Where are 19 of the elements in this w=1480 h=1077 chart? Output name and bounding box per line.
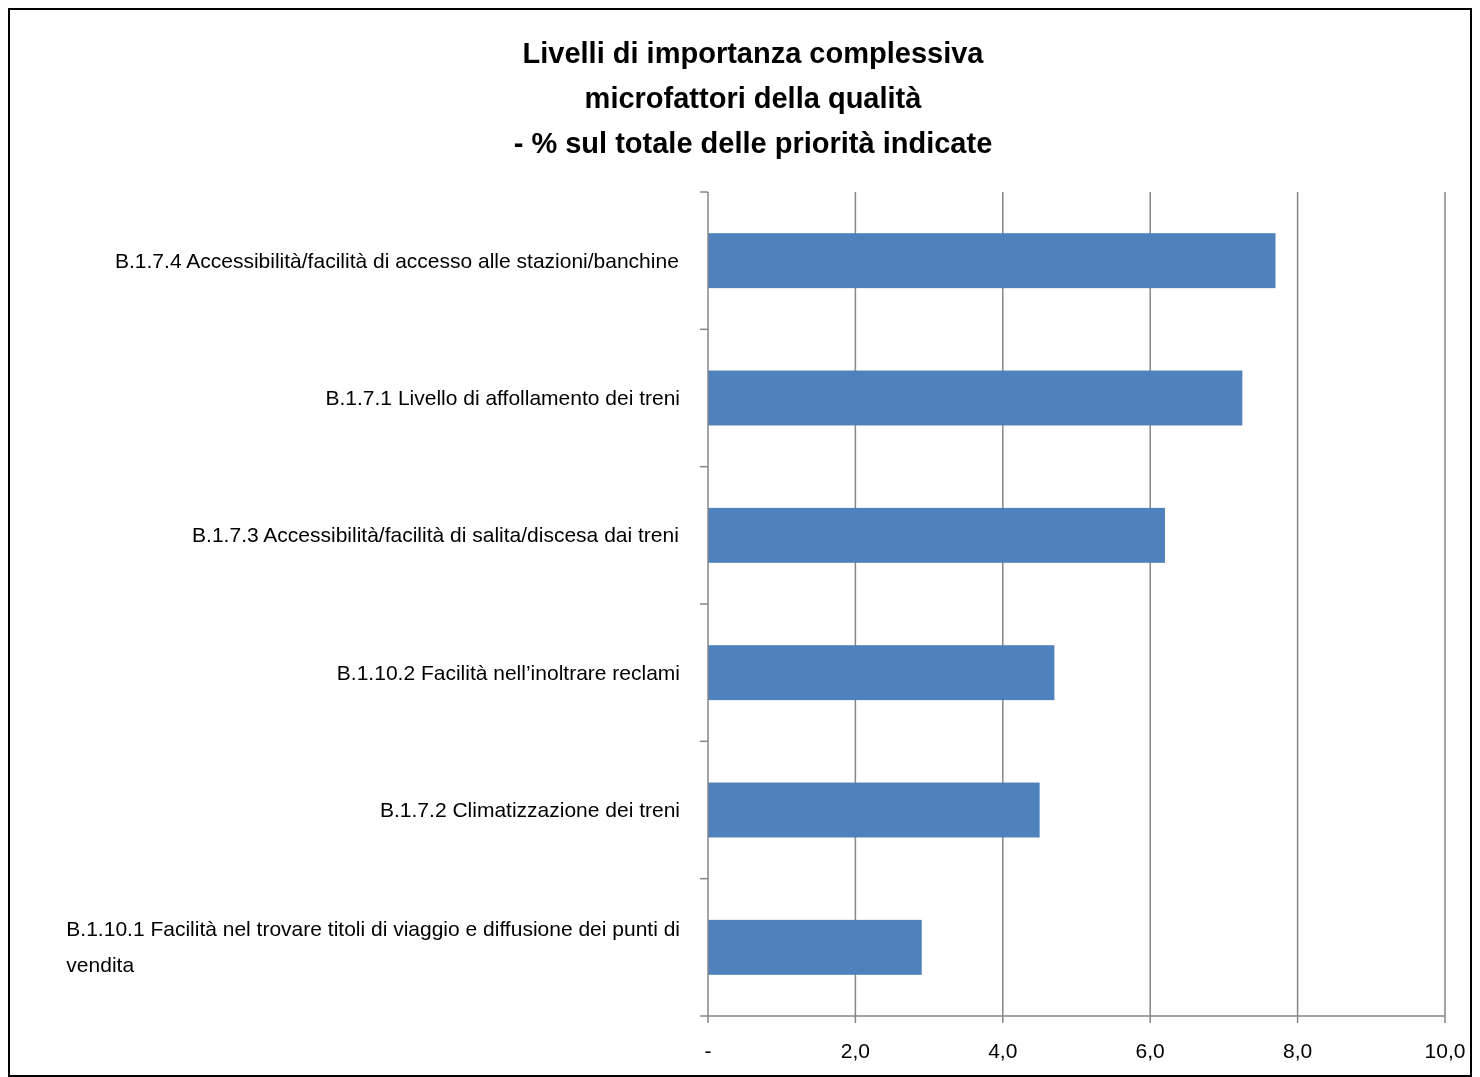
x-tick-label: 8,0 <box>1283 1039 1313 1062</box>
bar <box>708 645 1055 701</box>
x-tick-label: - <box>704 1039 712 1062</box>
y-tick-label: B.1.7.3 Accessibilità/facilità di salita/discesa dai treni <box>192 523 679 547</box>
y-tick-label: B.1.10.1 Facilità nel trovare titoli di viaggio e diffusione dei punti di vendita <box>66 917 681 977</box>
bar <box>708 782 1040 838</box>
y-tick-label: B.1.7.1 Livello di affollamento dei treni <box>325 386 680 409</box>
y-tick-label: B.1.7.2 Climatizzazione dei treni <box>380 798 681 821</box>
bar <box>708 919 922 975</box>
chart-title: Livelli di importanza complessiva microfattori della qualità - % sul totale delle priorità indicate <box>513 37 993 159</box>
x-tick-label: 10,0 <box>1424 1039 1466 1062</box>
x-tick-label: 2,0 <box>840 1039 870 1062</box>
x-tick-label: 4,0 <box>988 1039 1018 1062</box>
bar <box>708 233 1276 289</box>
bar <box>708 370 1243 426</box>
y-tick-label: B.1.10.2 Facilità nell’inoltrare reclami <box>336 660 681 684</box>
bar <box>708 507 1165 563</box>
y-tick-label: B.1.7.4 Accessibilità/facilità di accesso alle stazioni/banchine <box>115 248 679 272</box>
x-tick-label: 6,0 <box>1135 1039 1165 1062</box>
